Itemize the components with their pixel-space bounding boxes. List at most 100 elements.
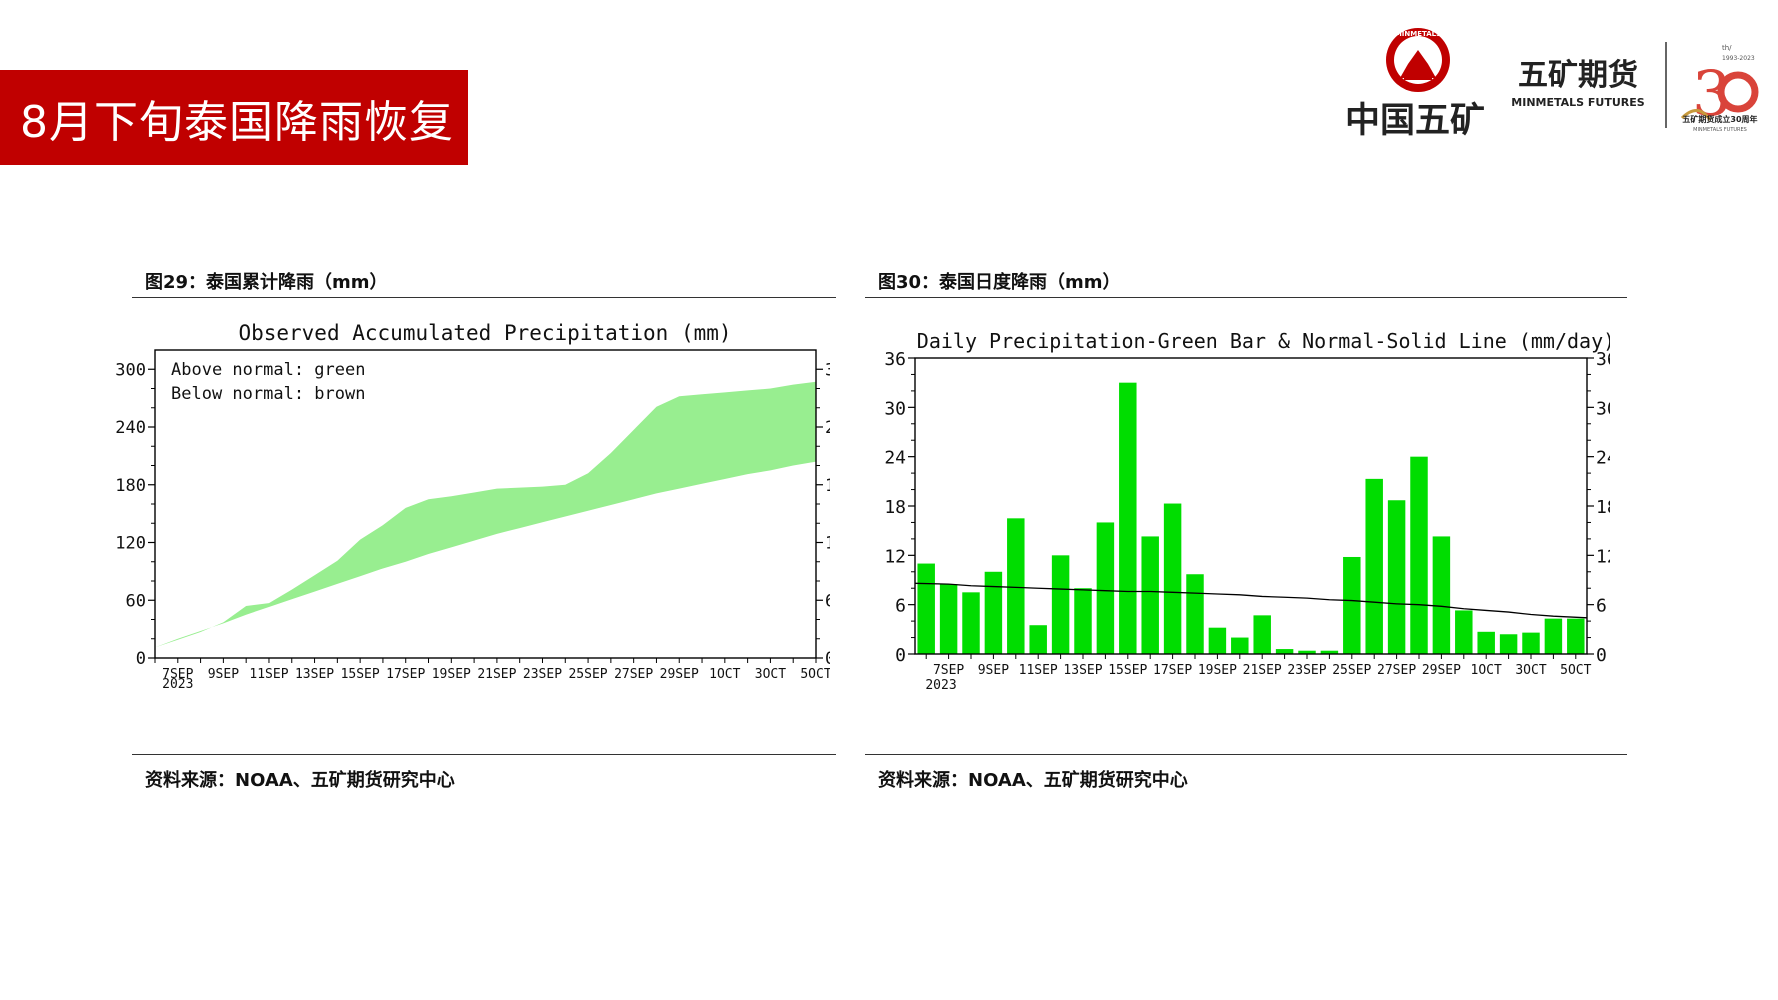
accumulated-precipitation-chart: Observed Accumulated Precipitation (mm) …	[115, 321, 830, 692]
chart2-x-label: 9SEP	[978, 663, 1009, 678]
chart2-x-label: 25SEP	[1332, 663, 1371, 678]
chart2-y-label-right: 18	[1596, 497, 1610, 518]
chart2-x-label: 15SEP	[1108, 663, 1147, 678]
chart1-x-label: 3OCT	[755, 667, 786, 682]
chart1-x-label: 9SEP	[208, 667, 239, 682]
chart2-bar	[962, 592, 980, 654]
chart1-y-label-left: 0	[136, 649, 146, 669]
chart2-bar	[1275, 649, 1294, 654]
chart2-x-label: 1OCT	[1471, 663, 1502, 678]
chart2-bar	[1544, 618, 1563, 654]
chart2-y-label-left: 36	[884, 349, 906, 370]
chart2-bar	[1432, 536, 1451, 654]
chart2-normal-line	[914, 582, 1588, 619]
chart1-y-label-right: 300	[825, 360, 830, 380]
chart2-bar	[1455, 610, 1473, 654]
chart2-title: Daily Precipitation-Green Bar & Normal-S…	[917, 329, 1610, 353]
chart2-bar	[1343, 556, 1361, 654]
logo-area: MINMETALS 中国五矿 五矿期货 MINMETALS FUTURES 3 …	[1330, 20, 1770, 150]
chart2-x-label: 19SEP	[1198, 663, 1237, 678]
chart2-bar	[1007, 518, 1025, 654]
chart2-y-label-left: 30	[884, 398, 906, 419]
chart1-above-normal-area	[155, 381, 816, 648]
chart1-y-label-left: 180	[115, 476, 146, 496]
chart1-x-label: 5OCT	[800, 667, 830, 682]
chart1-y-label-left: 300	[115, 360, 146, 380]
chart1-year-label: 2023	[162, 677, 193, 692]
minmetals-logos: MINMETALS 中国五矿 五矿期货 MINMETALS FUTURES 3 …	[1345, 28, 1759, 141]
chart1-x-label: 27SEP	[614, 667, 653, 682]
chart2-x-label: 23SEP	[1287, 663, 1326, 678]
chart2-x-label: 11SEP	[1019, 663, 1058, 678]
chart2-y-label-right: 36	[1596, 349, 1610, 370]
chart2-bar	[1567, 618, 1585, 654]
chart1-title: Observed Accumulated Precipitation (mm)	[238, 321, 731, 345]
chart2-y-label-left: 6	[895, 596, 906, 617]
chart2-bar	[984, 571, 1003, 654]
figure-30-top-rule	[865, 297, 1627, 298]
chart2-y-label-right: 12	[1596, 546, 1610, 567]
chart2-y-label-left: 12	[884, 546, 906, 567]
chart2-bar	[1365, 478, 1383, 654]
chart2-x-label: 7SEP	[933, 663, 964, 678]
chart2-y-label-left: 24	[884, 448, 906, 469]
chart1-y-label-right: 0	[825, 649, 830, 669]
chart2-bar	[1231, 637, 1249, 654]
seal-text: MINMETALS	[1395, 30, 1441, 38]
daily-precipitation-chart: Daily Precipitation-Green Bar & Normal-S…	[884, 329, 1610, 693]
chart2-bar	[1208, 627, 1227, 654]
chart2-y-label-left: 0	[895, 645, 906, 666]
chart2-bar	[1141, 536, 1159, 654]
chart1-x-label: 21SEP	[477, 667, 516, 682]
chart2-bar	[917, 563, 935, 654]
brand-cn-text: 五矿期货	[1518, 58, 1638, 93]
chart1-legend-below: Below normal: brown	[171, 384, 365, 404]
chart1-x-label: 15SEP	[341, 667, 380, 682]
anniv-small-text: th/	[1722, 44, 1732, 52]
chart1-x-label: 1OCT	[709, 667, 740, 682]
chart2-bar	[1186, 574, 1204, 654]
figure-30-source: 资料来源：NOAA、五矿期货研究中心	[878, 770, 1188, 791]
chart2-bar	[1163, 503, 1182, 654]
chart1-x-label: 17SEP	[386, 667, 425, 682]
chart2-y-label-right: 24	[1596, 448, 1610, 469]
chart2-bar	[1253, 615, 1271, 654]
chart1-y-label-right: 120	[825, 534, 830, 554]
chart2-bar	[1387, 500, 1406, 654]
chart2-bar	[1029, 625, 1047, 654]
figure-29-bottom-rule	[132, 754, 836, 755]
minmetals-seal-icon: MINMETALS	[1386, 28, 1450, 92]
chart2-bar	[1096, 522, 1115, 654]
anniv-years-text: 1993-2023	[1722, 55, 1755, 62]
anniv-caption-text: 五矿期货成立30周年	[1682, 114, 1757, 124]
chart1-y-label-right: 60	[825, 591, 830, 611]
chart2-x-label: 29SEP	[1422, 663, 1461, 678]
chart2-bar	[1410, 456, 1428, 654]
chart1-y-label-right: 180	[825, 476, 830, 496]
figure-29-caption: 图29：泰国累计降雨（mm）	[145, 272, 388, 293]
chart1-x-label: 13SEP	[295, 667, 334, 682]
chart2-x-label: 3OCT	[1515, 663, 1546, 678]
chart2-bar	[1074, 588, 1092, 654]
chart1-y-label-left: 60	[126, 591, 146, 611]
chart2-bar-layer	[917, 382, 1585, 654]
chart2-axes: 0 0 6 6 12 12 18 18 24 24 30 30 36 36 7SEP 9SEP 11SEP 13S…	[884, 349, 1610, 678]
figure-29-source: 资料来源：NOAA、五矿期货研究中心	[145, 770, 455, 791]
chart2-y-label-right: 6	[1596, 596, 1607, 617]
chart1-x-label: 25SEP	[568, 667, 607, 682]
brand-en-text: MINMETALS FUTURES	[1511, 96, 1644, 109]
anniversary-30-icon: 3 th/ 1993-2023 五矿期货成立30周年 MINMETALS FUT…	[1680, 44, 1759, 133]
chart2-bar	[1522, 632, 1540, 654]
chart1-x-label: 19SEP	[432, 667, 471, 682]
chart2-x-label: 17SEP	[1153, 663, 1192, 678]
chart1-legend-above: Above normal: green	[171, 360, 365, 380]
chart1-y-label-left: 120	[115, 534, 146, 554]
slide-title: 8月下旬泰国降雨恢复	[20, 96, 454, 148]
chart2-bar	[1298, 650, 1316, 654]
chart1-axes: 0 0 60 60 120 120 180 180 240 240 300 300 7SEP 9SEP 11…	[115, 360, 830, 682]
figure-30-bottom-rule	[865, 754, 1627, 755]
chart1-area-layer	[155, 381, 816, 648]
chart2-y-label-left: 18	[884, 497, 906, 518]
chart1-y-label-right: 240	[825, 418, 830, 438]
figure-29-top-rule	[132, 297, 836, 298]
